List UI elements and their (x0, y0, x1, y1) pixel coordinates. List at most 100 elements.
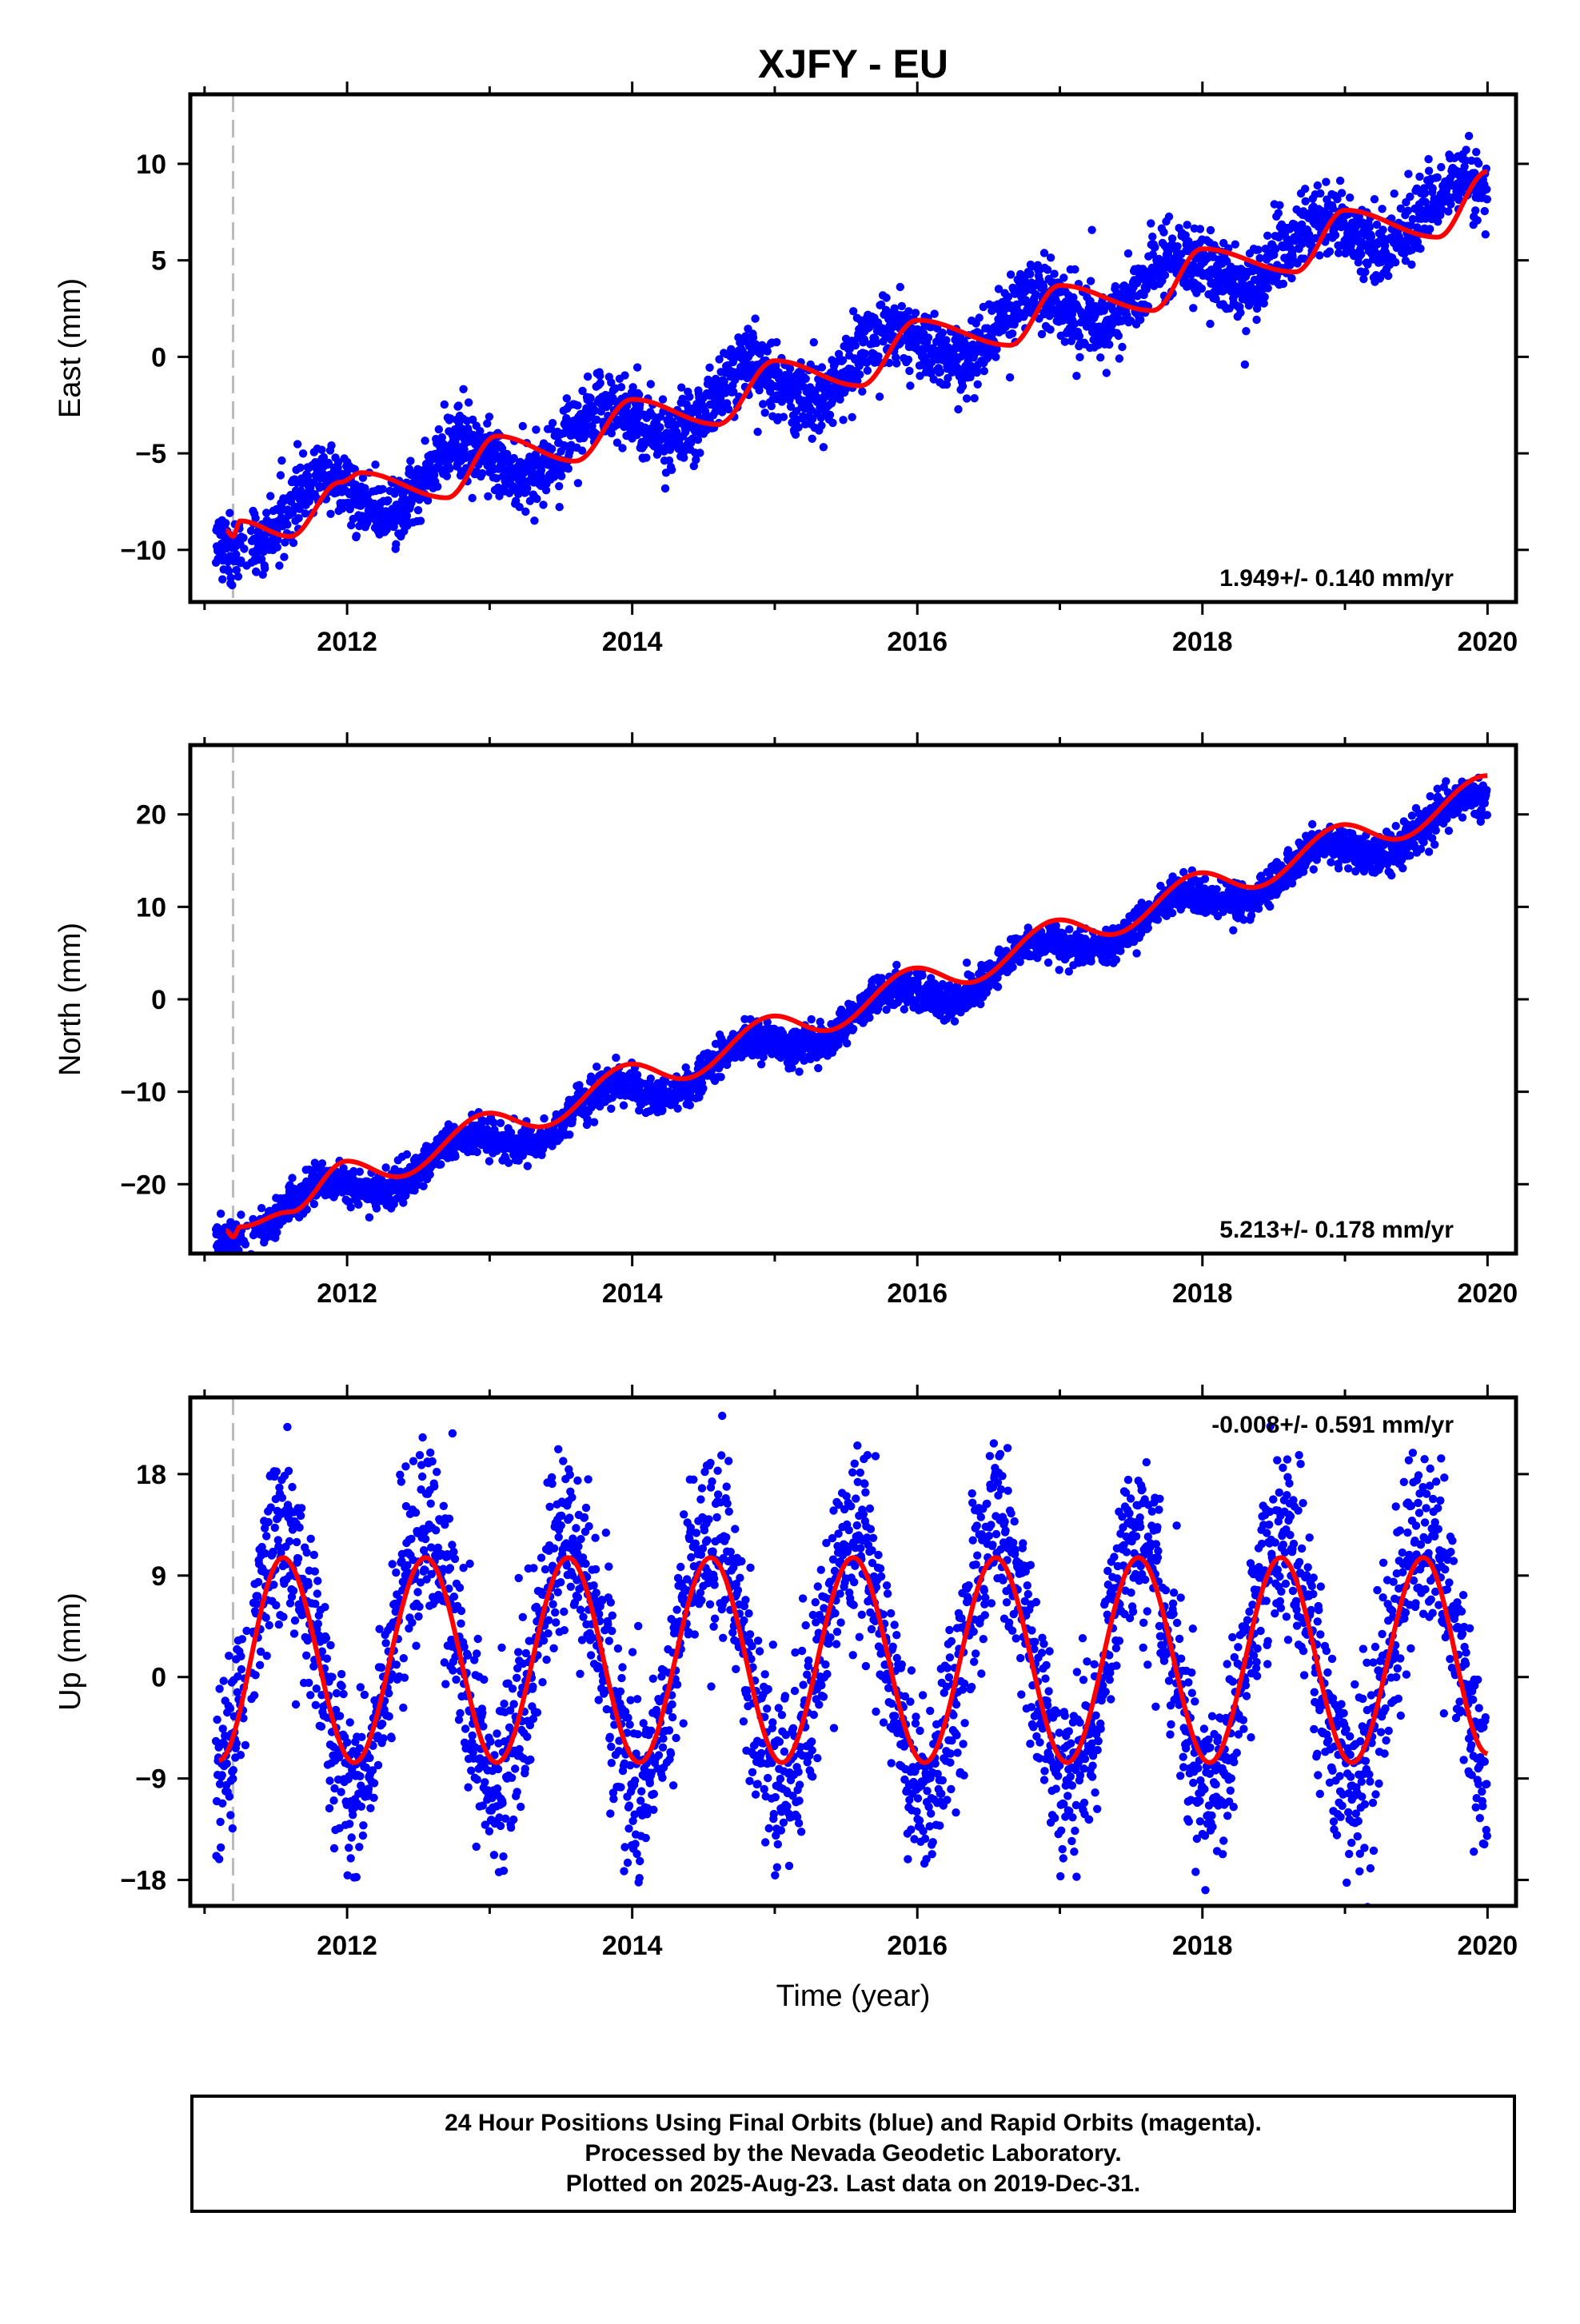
data-point (1168, 234, 1176, 242)
data-point (764, 347, 772, 355)
data-point (912, 309, 920, 317)
data-point (647, 1074, 655, 1082)
data-point (277, 456, 285, 464)
data-point (633, 363, 641, 371)
data-point (239, 534, 247, 542)
data-point (685, 393, 693, 401)
data-point (277, 471, 285, 479)
data-point (1482, 230, 1490, 238)
data-point (1161, 271, 1169, 279)
data-point (656, 423, 664, 431)
data-point (1378, 205, 1386, 213)
data-point (607, 1105, 615, 1113)
data-point (228, 581, 236, 589)
data-point (485, 1157, 493, 1165)
data-point (435, 425, 443, 433)
x-tick-label: 2020 (1458, 627, 1518, 657)
data-point (1087, 226, 1095, 234)
data-point (668, 466, 676, 474)
data-point (1115, 332, 1123, 340)
data-point (976, 313, 984, 321)
data-point (1481, 207, 1489, 215)
data-point (221, 519, 229, 527)
data-point (963, 394, 971, 402)
data-point (555, 482, 563, 490)
data-point (1159, 228, 1167, 236)
data-point (539, 500, 547, 508)
data-point (240, 544, 248, 552)
data-point (673, 1104, 681, 1112)
data-point (858, 388, 866, 396)
data-point (1115, 354, 1123, 362)
data-point (573, 401, 581, 409)
data-point (469, 494, 477, 502)
data-point (378, 485, 386, 493)
data-point (618, 444, 626, 452)
data-point (273, 543, 281, 551)
data-point (1425, 167, 1433, 175)
y-tick-label: 5 (151, 246, 166, 277)
data-point (680, 453, 688, 461)
data-point (898, 302, 906, 310)
data-point (1424, 155, 1432, 163)
data-point (1336, 177, 1344, 185)
data-point (354, 1201, 362, 1209)
data-point (906, 381, 914, 389)
data-point (1124, 249, 1132, 257)
data-point (818, 363, 826, 371)
data-point (1105, 341, 1113, 349)
data-point (1047, 253, 1055, 261)
data-point (318, 1159, 326, 1167)
data-point (959, 382, 967, 390)
data-point (280, 553, 288, 561)
x-tick-label: 2018 (1172, 627, 1233, 657)
data-point (1111, 282, 1119, 290)
data-point (753, 428, 761, 436)
data-point (563, 394, 571, 402)
data-point (696, 448, 704, 456)
data-point (266, 492, 274, 500)
data-point (317, 446, 325, 454)
data-point (1075, 353, 1083, 361)
data-point (991, 353, 999, 361)
data-point (1026, 270, 1034, 278)
data-point (905, 367, 913, 375)
data-point (1231, 241, 1239, 249)
rate-label: 1.949+/- 0.140 mm/yr (1219, 565, 1454, 592)
data-point (849, 1025, 857, 1033)
data-point (751, 314, 759, 322)
data-point (876, 393, 884, 401)
data-point (1242, 327, 1250, 335)
data-point (1148, 233, 1156, 241)
data-point (485, 413, 493, 421)
data-point (403, 512, 411, 520)
data-point (808, 435, 816, 443)
data-point (1059, 273, 1067, 281)
data-point (892, 961, 900, 969)
data-point (852, 341, 860, 349)
x-tick-label: 2016 (887, 627, 948, 657)
data-point (574, 479, 582, 487)
data-point (772, 338, 780, 346)
data-point (1147, 219, 1155, 227)
data-point (1366, 223, 1374, 231)
data-point (1151, 243, 1159, 251)
data-point (617, 383, 625, 391)
data-point (1275, 209, 1283, 217)
data-point (817, 421, 825, 429)
data-point (1390, 189, 1398, 197)
data-point (1241, 361, 1249, 369)
data-point (441, 401, 449, 409)
data-point (1465, 132, 1473, 140)
data-point (218, 576, 226, 584)
data-point (1038, 330, 1046, 338)
data-point (1275, 201, 1283, 209)
data-point (371, 460, 379, 468)
data-point (565, 464, 573, 472)
data-point (237, 1210, 245, 1218)
data-point (347, 1203, 355, 1211)
data-point (865, 1014, 873, 1022)
data-point (497, 1119, 505, 1127)
data-point (1338, 189, 1346, 197)
